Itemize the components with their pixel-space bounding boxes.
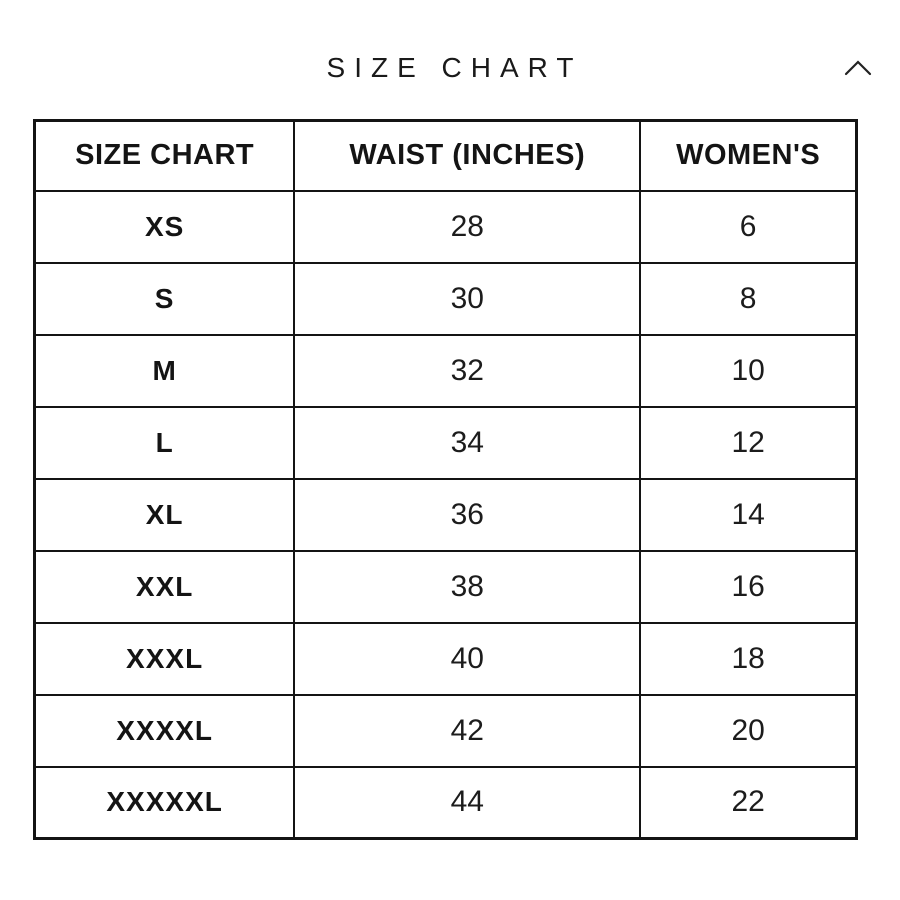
cell-womens: 12 (639, 405, 858, 480)
cell-size: XXXL (33, 621, 296, 696)
cell-waist: 38 (293, 549, 642, 624)
cell-womens: 6 (639, 189, 858, 264)
cell-size: S (33, 261, 296, 336)
size-chart-accordion-header[interactable]: SIZE CHART (0, 46, 900, 90)
table-row: S 30 8 (33, 261, 858, 336)
cell-womens: 16 (639, 549, 858, 624)
cell-size: XS (33, 189, 296, 264)
cell-womens: 22 (639, 765, 858, 840)
table-row: XL 36 14 (33, 477, 858, 552)
column-header-waist: WAIST (INCHES) (293, 119, 642, 192)
cell-waist: 42 (293, 693, 642, 768)
cell-size: XL (33, 477, 296, 552)
cell-waist: 32 (293, 333, 642, 408)
cell-waist: 44 (293, 765, 642, 840)
chevron-up-icon[interactable] (842, 54, 874, 82)
table-row: XXXXXL 44 22 (33, 765, 858, 840)
cell-womens: 20 (639, 693, 858, 768)
cell-size: L (33, 405, 296, 480)
cell-waist: 40 (293, 621, 642, 696)
cell-waist: 34 (293, 405, 642, 480)
cell-womens: 18 (639, 621, 858, 696)
cell-womens: 14 (639, 477, 858, 552)
size-table-body: XS 28 6 S 30 8 M 32 10 L 34 12 XL 36 14 XXL 38 16 XXXL 40 18… (33, 189, 858, 840)
table-header-row: SIZE CHART WAIST (INCHES) WOMEN'S (33, 119, 858, 192)
cell-womens: 10 (639, 333, 858, 408)
size-chart-table: SIZE CHART WAIST (INCHES) WOMEN'S XS 28 6 S… (33, 119, 858, 840)
table-row: XXXL 40 18 (33, 621, 858, 696)
cell-size: M (33, 333, 296, 408)
cell-size: XXXXXL (33, 765, 296, 840)
table-row: XXXXL 42 20 (33, 693, 858, 768)
table-row: L 34 12 (33, 405, 858, 480)
table-row: M 32 10 (33, 333, 858, 408)
column-header-womens: WOMEN'S (639, 119, 858, 192)
size-chart-title: SIZE CHART (326, 52, 583, 83)
cell-waist: 28 (293, 189, 642, 264)
table-row: XXL 38 16 (33, 549, 858, 624)
cell-size: XXXXL (33, 693, 296, 768)
column-header-size: SIZE CHART (33, 119, 296, 192)
cell-waist: 30 (293, 261, 642, 336)
table-row: XS 28 6 (33, 189, 858, 264)
cell-womens: 8 (639, 261, 858, 336)
cell-size: XXL (33, 549, 296, 624)
size-chart-section: SIZE CHART SIZE CHART WAIST (INCHES) WOM… (0, 46, 900, 900)
cell-waist: 36 (293, 477, 642, 552)
